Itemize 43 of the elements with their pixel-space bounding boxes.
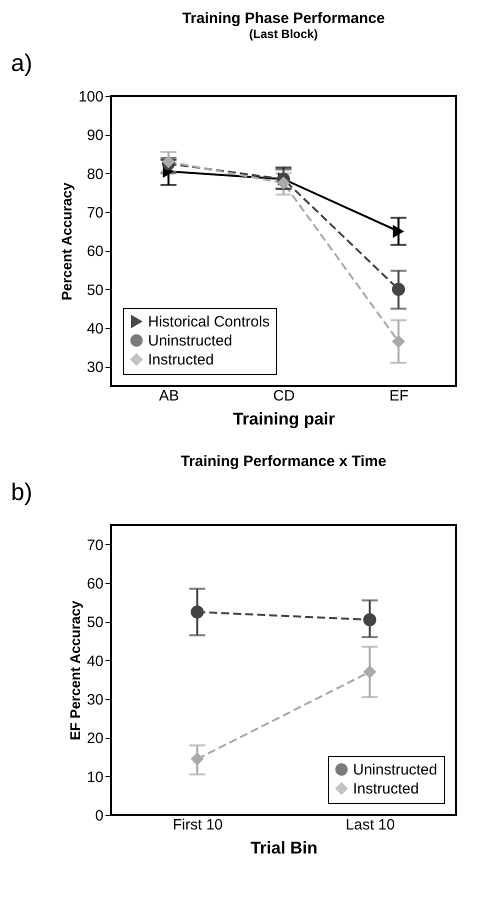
point [392,282,406,296]
legend-label: Instructed [353,780,419,798]
legend-label: Instructed [148,352,214,368]
x-tick-label: EF [389,388,409,404]
legend-label: Uninstructed [148,332,232,350]
text: b) [11,479,32,506]
y-tick-label: 40 [86,320,104,338]
x-tick-label: AB [158,388,180,404]
point [392,335,406,348]
x-axis-title: Trial Bin [250,838,318,858]
point [363,665,376,678]
x-axis-title: Training pair [232,410,336,428]
chart-subtitle: (Last Block) [249,27,318,41]
y-tick-label: 50 [86,614,104,632]
y-tick-label: 40 [86,652,104,670]
y-tick-label: 70 [86,536,104,554]
point [392,224,404,238]
y-tick-label: 10 [86,768,104,786]
legend-label: Historical Controls [148,314,270,330]
point [190,752,204,766]
y-tick-label: 70 [86,204,104,222]
y-tick-label: 90 [86,127,104,144]
x-tick-label: First 10 [172,816,223,834]
y-tick-label: 100 [78,88,104,106]
legend-label: Uninstructed [353,762,438,778]
chart-title: Training Performance x Time [180,453,386,470]
y-tick-label: 60 [86,576,104,592]
y-axis-title: Percent Accuracy [58,182,74,300]
y-tick-label: 20 [86,730,104,748]
y-tick-label: 50 [86,282,104,299]
y-axis-title: EF Percent Accuracy [66,600,83,740]
x-tick-label: CD [273,388,295,404]
x-tick-label: Last 10 [346,816,395,834]
y-tick-label: 30 [86,359,104,376]
chart-title: Training Phase Performance [182,10,385,27]
y-tick-label: 30 [86,692,104,708]
y-tick-label: 80 [86,166,104,183]
y-tick-label: 0 [95,808,104,824]
point [276,176,290,190]
text: a) [11,50,32,77]
y-tick-label: 60 [86,243,104,260]
point [363,613,376,626]
point [190,605,204,619]
